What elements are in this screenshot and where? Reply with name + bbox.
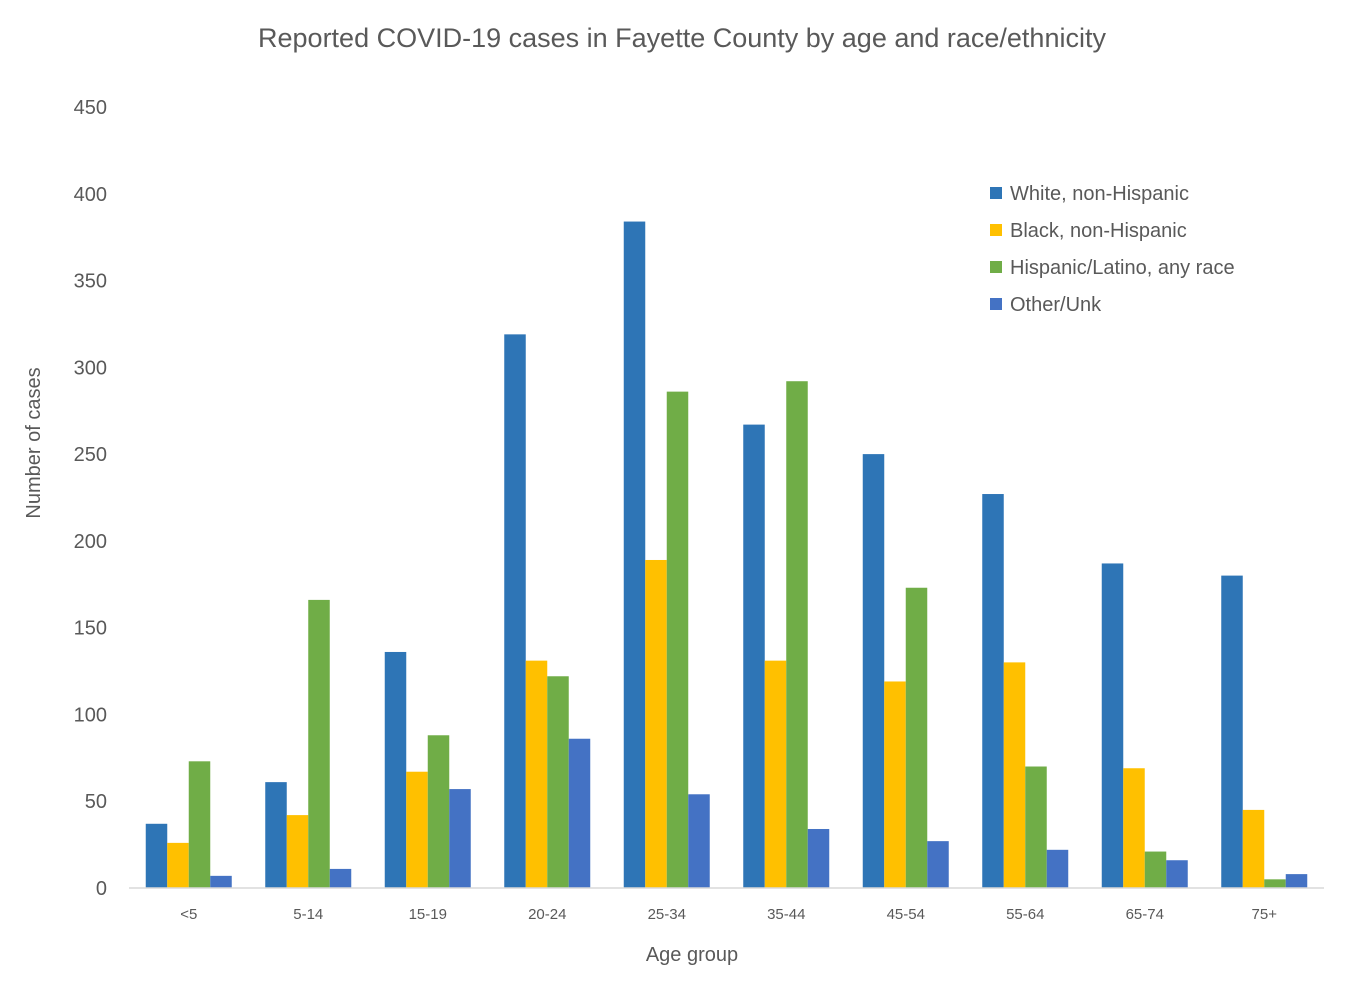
legend-label: Hispanic/Latino, any race bbox=[1010, 257, 1235, 279]
y-tick-label: 300 bbox=[74, 357, 107, 379]
bar bbox=[666, 391, 689, 888]
y-tick-label: 100 bbox=[74, 704, 107, 726]
bar bbox=[568, 738, 591, 888]
y-tick-label: 350 bbox=[74, 271, 107, 293]
bar bbox=[743, 424, 765, 888]
legend-swatch bbox=[990, 298, 1002, 310]
x-tick-label: 20-24 bbox=[528, 906, 566, 923]
chart-title: Reported COVID-19 cases in Fayette Count… bbox=[258, 23, 1106, 53]
y-tick-label: 250 bbox=[74, 444, 107, 466]
x-tick-label: 35-44 bbox=[767, 906, 805, 923]
bar bbox=[286, 815, 309, 888]
bar bbox=[982, 494, 1004, 888]
x-axis-ticks: <5 5-14 15-19 20-24 25-34 35-44 45-54 55-64 65-7… bbox=[180, 906, 1277, 923]
bar bbox=[547, 676, 569, 888]
y-axis-ticks: 0 50 100 150 200 250 300 350 400 450 bbox=[74, 97, 107, 900]
bar bbox=[786, 381, 808, 888]
x-tick-label: 45-54 bbox=[887, 906, 925, 923]
bar bbox=[1264, 879, 1286, 888]
bar bbox=[145, 823, 168, 888]
bar bbox=[1025, 766, 1047, 888]
bar bbox=[884, 681, 906, 888]
x-tick-label: <5 bbox=[180, 906, 197, 923]
bar bbox=[862, 454, 885, 888]
x-tick-label: 15-19 bbox=[409, 906, 447, 923]
bar bbox=[1101, 563, 1124, 888]
bar bbox=[927, 841, 949, 888]
bar bbox=[1046, 849, 1069, 888]
legend-swatch bbox=[990, 187, 1002, 199]
legend: White, non-Hispanic Black, non-Hispanic Hi… bbox=[990, 183, 1235, 316]
y-tick-label: 0 bbox=[96, 878, 107, 900]
x-tick-label: 55-64 bbox=[1006, 906, 1044, 923]
legend-label: White, non-Hispanic bbox=[1010, 183, 1189, 205]
y-tick-label: 150 bbox=[74, 618, 107, 640]
bar bbox=[384, 651, 407, 888]
legend-label: Other/Unk bbox=[1010, 294, 1102, 316]
bar bbox=[1285, 874, 1308, 888]
bar bbox=[645, 559, 667, 888]
bar bbox=[210, 875, 232, 888]
bar bbox=[1166, 860, 1188, 888]
legend-label: Black, non-Hispanic bbox=[1010, 220, 1187, 242]
bar bbox=[1221, 575, 1243, 888]
bar bbox=[905, 587, 928, 888]
bar bbox=[1144, 851, 1167, 888]
bar bbox=[1242, 809, 1265, 888]
bar bbox=[807, 828, 830, 888]
bar bbox=[504, 334, 526, 888]
bar bbox=[406, 771, 428, 888]
x-axis-label: Age group bbox=[646, 944, 738, 966]
x-tick-label: 75+ bbox=[1252, 906, 1278, 923]
bar bbox=[449, 789, 471, 888]
y-tick-label: 400 bbox=[74, 184, 107, 206]
y-tick-label: 450 bbox=[74, 97, 107, 119]
bar bbox=[764, 660, 787, 888]
legend-swatch bbox=[990, 261, 1002, 273]
bar bbox=[1123, 768, 1145, 888]
x-tick-label: 25-34 bbox=[648, 906, 686, 923]
y-tick-label: 200 bbox=[74, 531, 107, 553]
plot-area bbox=[145, 221, 1308, 889]
bar bbox=[623, 221, 646, 889]
y-tick-label: 50 bbox=[85, 791, 107, 813]
bar bbox=[1003, 662, 1026, 888]
bar bbox=[525, 660, 548, 888]
y-axis-label: Number of cases bbox=[23, 367, 45, 518]
bar bbox=[188, 761, 211, 888]
bar bbox=[308, 599, 330, 888]
bar bbox=[329, 868, 352, 888]
x-tick-label: 5-14 bbox=[293, 906, 323, 923]
legend-swatch bbox=[990, 224, 1002, 236]
bar bbox=[167, 842, 189, 888]
bar bbox=[688, 794, 710, 888]
x-tick-label: 65-74 bbox=[1126, 906, 1164, 923]
bar bbox=[265, 782, 287, 888]
bar bbox=[427, 735, 450, 888]
